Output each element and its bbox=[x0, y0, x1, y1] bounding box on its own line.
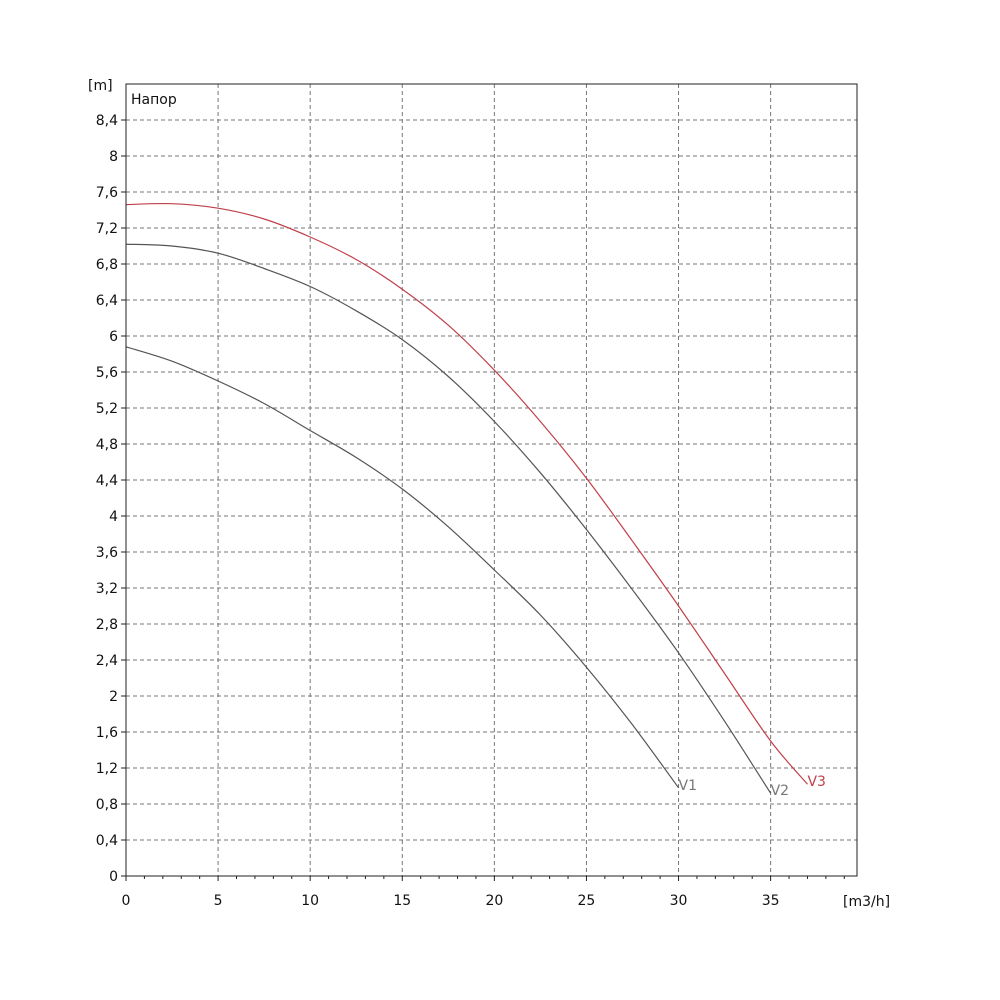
y-tick-label: 4 bbox=[109, 509, 118, 525]
grid bbox=[126, 84, 857, 876]
series-layer: V1 V2 V3 bbox=[125, 202, 826, 799]
x-tick-label: 20 bbox=[485, 893, 503, 909]
series-line-v3 bbox=[125, 202, 808, 785]
y-tick-label: 2,4 bbox=[96, 653, 118, 669]
y-tick-label: 6,4 bbox=[96, 293, 118, 309]
x-tick-label: 0 bbox=[122, 893, 131, 909]
y-tick-label: 0,4 bbox=[96, 833, 118, 849]
x-tick-label: 30 bbox=[670, 893, 688, 909]
series-label-v2: V2 bbox=[771, 783, 789, 799]
y-tick-label: 1,2 bbox=[96, 761, 118, 777]
y-tick-label: 3,6 bbox=[96, 545, 118, 561]
y-tick-label: 4,8 bbox=[96, 437, 118, 453]
series-line-v1 bbox=[125, 346, 680, 789]
y-tick-label: 7,2 bbox=[96, 221, 118, 237]
x-tick-label: 5 bbox=[214, 893, 223, 909]
y-axis-ticks: 0 0,4 0,8 1,2 1,6 2 2,4 2,8 3,2 3,6 4 4,4 4,8 5,2 5,6 6… bbox=[96, 113, 126, 885]
y-tick-label: 5,6 bbox=[96, 365, 118, 381]
series-label-v1: V1 bbox=[679, 778, 697, 794]
series-line-v2 bbox=[125, 243, 772, 794]
y-tick-label: 2 bbox=[109, 689, 118, 705]
y-tick-label: 6 bbox=[109, 329, 118, 345]
series-v1: V1 bbox=[125, 346, 697, 794]
y-tick-label: 8,4 bbox=[96, 113, 118, 129]
y-tick-label: 0 bbox=[109, 869, 118, 885]
y-tick-label: 1,6 bbox=[96, 725, 118, 741]
y-tick-label: 3,2 bbox=[96, 581, 118, 597]
y-tick-label: 7,6 bbox=[96, 185, 118, 201]
series-label-v3: V3 bbox=[807, 774, 825, 790]
y-tick-label: 2,8 bbox=[96, 617, 118, 633]
x-tick-label: 25 bbox=[578, 893, 596, 909]
y-tick-label: 8 bbox=[109, 149, 118, 165]
y-tick-label: 5,2 bbox=[96, 401, 118, 417]
y-tick-label: 4,4 bbox=[96, 473, 118, 489]
x-tick-label: 15 bbox=[393, 893, 411, 909]
x-tick-label: 10 bbox=[301, 893, 319, 909]
x-axis-ticks: 0 5 10 15 20 25 30 35 bbox=[122, 876, 845, 909]
series-v2: V2 bbox=[125, 243, 789, 799]
y-tick-label: 6,8 bbox=[96, 257, 118, 273]
series-v3: V3 bbox=[125, 202, 826, 790]
x-tick-label: 35 bbox=[762, 893, 780, 909]
x-axis-label: [m3/h] bbox=[843, 894, 890, 910]
y-axis-label: [m] bbox=[88, 78, 113, 94]
y-tick-label: 0,8 bbox=[96, 797, 118, 813]
chart-title: Напор bbox=[131, 92, 177, 108]
